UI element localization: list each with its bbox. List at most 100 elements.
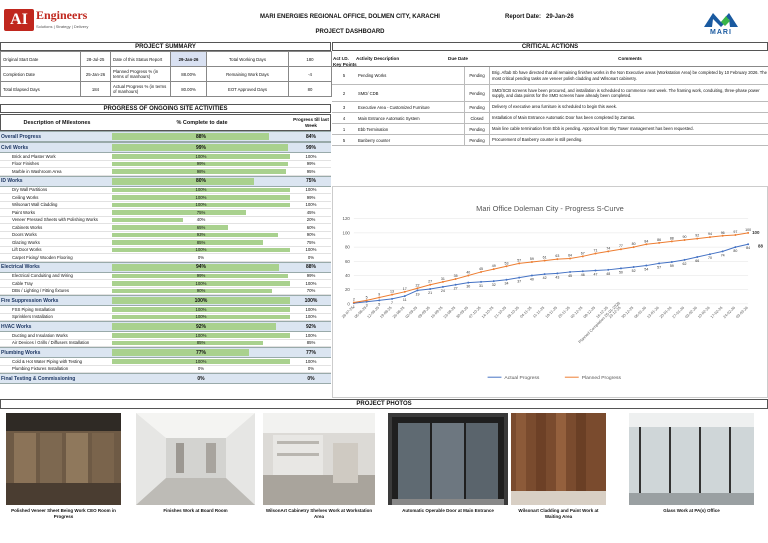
progress-bar-track: 100% [112,280,290,287]
action-id: 4 [342,115,346,121]
data-point [594,252,597,255]
progress-bar-track: 88% [112,132,290,141]
x-tick-label: 23-09-25 [443,306,456,319]
data-label: 54 [644,268,648,272]
progress-bar-track: 93% [112,232,290,239]
y-tick-label: 40 [345,273,350,278]
milestone-category-row: Fire Suppression Works 100% 100% [0,295,331,306]
data-point [505,265,508,268]
action-activity: Main Entrance Automatic System [358,115,420,121]
milestone-row: DBs / Lighting / Fitting fixtures 90% 70% [0,288,331,295]
data-point [441,280,444,283]
milestone-percent: 94% [195,264,206,270]
x-tick-label: 02-09-25 [405,306,418,319]
data-point [467,274,470,277]
data-label: 52 [632,269,636,273]
action-status: Pending [464,124,490,134]
data-point [492,268,495,271]
action-comment: Procurement of Banberry counter is still… [492,137,583,143]
x-tick-label: 17-02-26 [710,306,723,319]
report-title: MARI ENERGIES REGIONAL OFFICE, DOLMEN CI… [260,14,440,20]
data-point [416,289,419,292]
milestone-last-week: 100% [305,280,317,286]
progress-bar-fill [112,359,290,364]
progress-bar-fill [112,177,255,185]
data-point [581,270,584,273]
progress-bar-track: 85% [112,340,290,347]
action-activity: Executive Area - Customized Furniture [358,104,430,110]
milestone-percent: 100% [195,194,207,200]
data-point [480,270,483,273]
x-tick-label: 10-02-26 [697,306,710,319]
milestone-row: Air Devices / Grills / Diffusers Install… [0,340,331,347]
milestone-label: Civil Works [1,144,29,151]
milestone-label: Electrical Works [1,264,40,270]
data-label: 57 [657,265,661,269]
milestone-label: Sprinklers Installation [12,314,53,320]
milestone-category-row: Final Testing & Commissioning 0% 0% [0,373,331,384]
data-label: 27 [428,280,432,284]
data-point [696,256,699,259]
x-tick-label: 05-08-25 [354,306,367,319]
progress-bar-fill [112,232,278,237]
data-point [429,283,432,286]
summary-label: EOT Approved Days [206,81,289,97]
data-point [403,290,406,293]
milestone-percent: 40% [196,217,206,223]
milestone-category-row: ID Works 80% 75% [0,175,331,187]
data-label: 66 [695,259,699,263]
data-point [556,258,559,261]
data-label: 45 [568,274,572,278]
progress-bar-track: 100% [112,306,290,313]
progress-bar-track: 0% [112,254,290,261]
milestone-last-week: 20% [306,217,316,223]
action-comment: Main line cable termination from Ebb is … [492,126,694,132]
milestones-header-row: Description of Milestones % Complete to … [0,114,331,131]
summary-value: 184 [80,81,111,97]
milestone-percent: 100% [195,332,207,338]
data-label: 3 [366,304,368,308]
progress-bar-track: 100% [112,296,290,305]
photo-waiting-area [511,413,606,505]
milestone-label: Lift Door Works [12,247,42,253]
milestone-row: Ceiling Works 100% 99% [0,194,331,202]
data-label: 7 [391,301,393,305]
progress-bar-fill [112,161,289,166]
summary-value: 29-Jan-26 [170,51,207,67]
data-label: 71 [594,249,598,253]
data-label: 27 [454,287,458,291]
milestone-row: Carpet Fixing/ Wooden Flooring 0% 0% [0,254,331,262]
milestone-category-row: Civil Works 99% 99% [0,142,331,153]
data-point [505,278,508,281]
milestone-percent: 75% [196,209,206,215]
milestone-row: Lift Door Works 100% 100% [0,247,331,254]
photo-caption: Glass Work at PA(s) Office [663,508,720,513]
milestone-category-row: Overall Progress 88% 84% [0,131,331,142]
data-label: 5 [366,295,368,299]
milestone-label: Carpet Fixing/ Wooden Flooring [12,254,73,260]
data-point [441,285,444,288]
project-summary-table: Original Start Date 28-Jul-25 Date of th… [0,51,332,97]
x-tick-label: 28-10-25 [506,306,519,319]
summary-value: -4 [288,66,332,82]
milestone-row: Ducting and Insulation Works 100% 100% [0,332,331,340]
data-label: 97 [733,230,737,234]
x-tick-label: 02-12-25 [570,306,583,319]
data-label: 9 [378,293,380,297]
data-point [658,262,661,265]
progress-bar-track: 0% [112,366,290,373]
milestone-label: Veneer Pressed Sheets with Polishing Wor… [12,217,98,223]
progress-bar-track: 99% [112,161,290,168]
col-percent-header: % Complete to date [176,119,228,126]
progress-bar-track: 75% [112,209,290,216]
data-label: 61 [543,256,547,260]
x-tick-label: 26-08-25 [392,306,405,319]
data-label: 13 [390,290,394,294]
x-tick-label: 18-11-25 [545,306,558,319]
milestone-last-week: 100% [305,306,317,312]
milestone-percent: 100% [195,153,207,159]
summary-label: Total Elapsed Days [0,81,81,97]
summary-value: 28-Jul-25 [80,51,111,67]
milestone-percent: 99% [196,273,206,279]
milestone-label: Cold & Hot Water Piping with Testing [12,358,82,364]
